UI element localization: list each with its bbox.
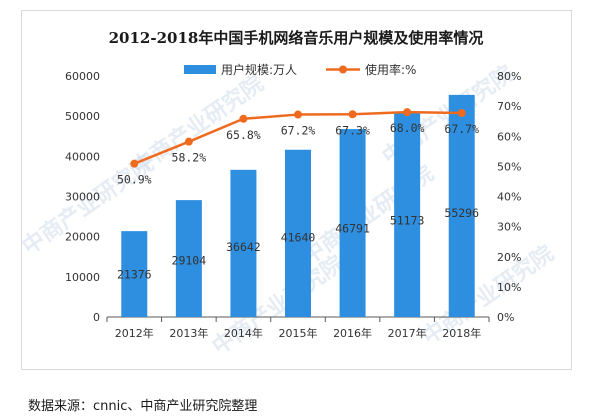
- data-labels: 21376 29104 36642 41640 46791 51173 55296 50.9%…: [117, 121, 479, 281]
- bar: [175, 200, 202, 317]
- line-point: [294, 110, 302, 119]
- x-tick-label: 2016年: [333, 326, 372, 340]
- x-tick-label: 2014年: [224, 326, 263, 340]
- legend: 用户规模:万人 使用率:%: [184, 62, 416, 77]
- bar-value-label: 51173: [390, 214, 425, 228]
- chart-frame: 中商产业研究院 中商产业研究院 中商产业研究院 中商产业研究院 中商产业研究院 中商产业研…: [21, 10, 572, 370]
- bar-value-label: 21376: [117, 267, 152, 281]
- legend-bar-swatch: [184, 65, 216, 74]
- bar: [339, 129, 366, 317]
- rate-value-label: 68.0%: [390, 121, 425, 135]
- line-point: [184, 137, 193, 146]
- line-point: [403, 108, 412, 117]
- y-left-tick-label: 20000: [65, 231, 100, 244]
- y-right-tick-label: 40%: [497, 191, 521, 204]
- y-left-tick-label: 50000: [65, 110, 100, 123]
- legend-line-label: 使用率:%: [365, 62, 416, 77]
- x-tick-label: 2017年: [388, 326, 427, 340]
- y-left-tick-label: 0: [93, 311, 100, 324]
- chart-title: 2012-2018年中国手机网络音乐用户规模及使用率情况: [109, 29, 484, 47]
- bar-value-label: 55296: [444, 206, 479, 220]
- data-source-note: 数据来源：cnnic、中商产业研究院整理: [28, 399, 258, 414]
- bar-value-label: 41640: [281, 231, 316, 245]
- rate-value-label: 67.2%: [281, 124, 316, 138]
- x-tick-label: 2015年: [279, 326, 318, 340]
- rate-value-label: 65.8%: [226, 128, 261, 142]
- line-point: [130, 159, 139, 168]
- y-left-tick-label: 40000: [65, 150, 100, 163]
- rate-value-label: 67.7%: [444, 122, 479, 136]
- line-point: [348, 110, 357, 119]
- x-tick-label: 2012年: [115, 326, 154, 340]
- rate-value-label: 67.3%: [335, 123, 370, 137]
- y-left-tick-label: 10000: [65, 271, 100, 284]
- y-right-tick-label: 60%: [497, 130, 521, 143]
- legend-line-marker: [339, 65, 347, 74]
- line-series: [130, 108, 466, 168]
- y-right-tick-label: 30%: [497, 221, 521, 234]
- bar: [285, 149, 311, 317]
- y-right-tick-label: 70%: [497, 100, 521, 113]
- bar: [230, 169, 257, 317]
- axes: 2012年 2013年 2014年 2015年 2016年 2017年 2018年 0 1000…: [65, 70, 521, 340]
- y-right-tick-label: 80%: [497, 70, 521, 83]
- watermark-text-2: 中商产业研究院: [207, 250, 348, 360]
- y-right-tick-label: 10%: [497, 281, 521, 294]
- rate-value-label: 58.2%: [172, 151, 207, 165]
- rate-value-label: 50.9%: [117, 173, 152, 187]
- y-right-tick-label: 50%: [497, 160, 521, 173]
- bar: [448, 94, 475, 317]
- line-point: [239, 114, 248, 123]
- y-left-tick-label: 60000: [65, 70, 100, 83]
- bar-value-label: 29104: [172, 253, 207, 267]
- y-left-tick-label: 30000: [65, 191, 100, 204]
- bar-value-label: 46791: [335, 221, 370, 235]
- bar-value-label: 36642: [226, 240, 261, 254]
- watermark-text-5: 中商产业研究院: [417, 240, 558, 350]
- line-point: [457, 109, 466, 118]
- bar-series: [121, 94, 475, 318]
- bar: [121, 231, 148, 317]
- bar: [394, 111, 421, 318]
- y-right-tick-label: 20%: [497, 251, 521, 264]
- legend-bar-label: 用户规模:万人: [221, 62, 297, 77]
- music-users-chart: 中商产业研究院中商产业研究院中商产业研究院中商产业研究院中商产业研究院中商产业研…: [22, 29, 559, 360]
- x-tick-label: 2018年: [442, 326, 481, 340]
- x-tick-label: 2013年: [169, 326, 208, 340]
- y-right-tick-label: 0%: [497, 311, 514, 324]
